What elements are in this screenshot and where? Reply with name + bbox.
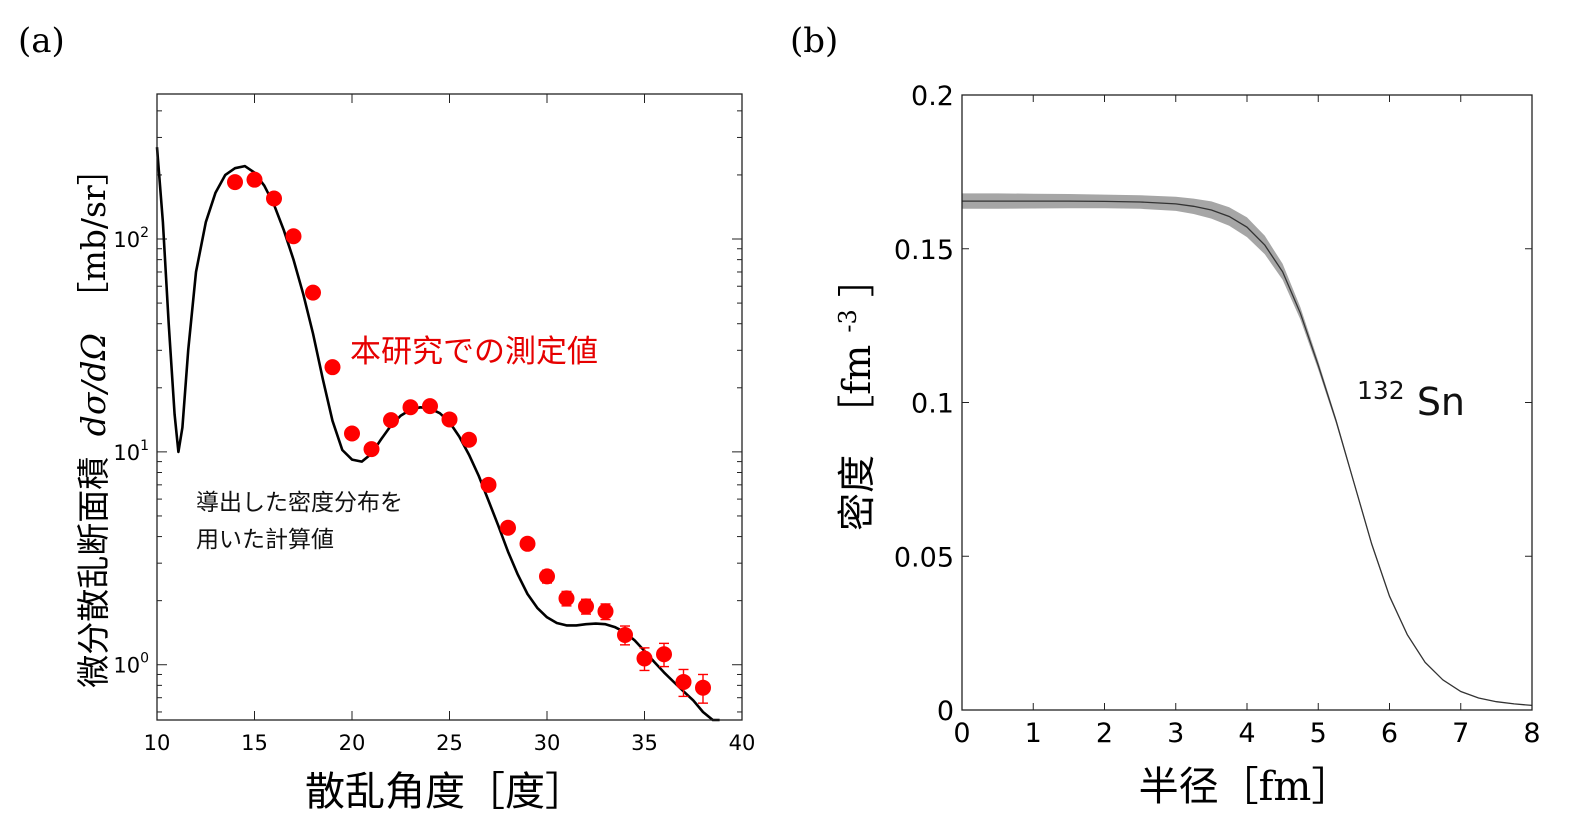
panel-a-measured-points-layer xyxy=(227,171,711,704)
a-data-point xyxy=(578,598,594,615)
a-y-tick-label: 100 xyxy=(113,651,149,678)
panel-a-y-title-symbol: dσ/dΩ xyxy=(74,333,113,436)
b-x-tick-label: 4 xyxy=(1238,718,1255,749)
a-data-point xyxy=(500,519,516,536)
a-data-point xyxy=(227,174,243,191)
panel-a-tick-labels: 10 15 20 25 30 35 40 100 101 102 xyxy=(113,225,755,755)
a-x-tick-label: 35 xyxy=(631,731,658,755)
panel-a-y-axis-title: 微分散乱断面積 dσ/dΩ ［mb/sr］ xyxy=(74,152,113,688)
panel-b-uncertainty-band-layer xyxy=(962,193,1532,706)
a-data-point xyxy=(539,568,555,585)
panel-a-label: (a) xyxy=(18,21,65,61)
a-data-point xyxy=(675,673,692,690)
a-data-point xyxy=(363,441,380,458)
b-y-tick-label: 0.05 xyxy=(894,542,954,573)
a-data-point xyxy=(480,476,497,493)
panel-a-calculated-annotation-line1: 導出した密度分布を xyxy=(196,490,403,516)
a-x-tick-label: 30 xyxy=(534,731,561,755)
panel-b-mass-number: 132 xyxy=(1357,376,1405,405)
b-y-tick-label: 0.2 xyxy=(911,81,954,112)
a-y-tick-label: 101 xyxy=(113,438,149,465)
panel-a-y-title-unit: ［mb/sr］ xyxy=(74,152,113,314)
b-x-tick-label: 6 xyxy=(1381,718,1398,749)
b-y-tick-label: 0.15 xyxy=(894,235,954,266)
panel-b-y-title-unit-suffix: ］ xyxy=(835,259,879,297)
b-density-line xyxy=(962,200,1533,707)
svg-text:密度 ［fm -3 ］: 密度 ［fm -3 ］ xyxy=(821,259,879,531)
a-data-point xyxy=(597,603,614,620)
panel-b-y-axis-title: 密度 ［fm -3 ］ xyxy=(821,259,879,531)
b-uncertainty-band xyxy=(962,193,1532,706)
a-data-point xyxy=(383,412,399,429)
a-data-point xyxy=(558,590,575,607)
a-data-point xyxy=(402,399,419,416)
b-x-tick-label: 1 xyxy=(1025,718,1042,749)
a-x-tick-label: 10 xyxy=(144,731,171,755)
b-x-tick-label: 0 xyxy=(953,718,970,749)
panel-b-x-axis-title: 半径［fm］ xyxy=(1139,764,1352,810)
panel-b-frame xyxy=(961,94,1533,711)
a-data-point xyxy=(695,679,711,696)
a-data-point xyxy=(422,398,438,415)
a-calculated-line xyxy=(155,147,720,722)
a-x-tick-label: 20 xyxy=(339,731,366,755)
panel-b-ticks xyxy=(961,94,1533,711)
b-x-tick-label: 8 xyxy=(1523,718,1540,749)
b-y-tick-label: 0.1 xyxy=(911,389,954,420)
panel-a-frame xyxy=(156,93,743,721)
a-data-point xyxy=(246,171,263,188)
a-data-point xyxy=(266,190,282,207)
a-data-point xyxy=(324,359,341,376)
b-x-tick-label: 7 xyxy=(1452,718,1469,749)
a-data-point xyxy=(305,284,321,301)
b-y-tick-label: 0 xyxy=(937,696,954,727)
panel-a-measured-annotation: 本研究での測定値 xyxy=(350,334,598,370)
panel-b-tick-labels: 0 1 2 3 4 5 6 7 8 0 0.05 0.1 0.15 0.2 xyxy=(894,81,1541,749)
panel-b-density-curve-layer xyxy=(962,200,1533,707)
a-data-point xyxy=(285,228,302,245)
panel-b-label: (b) xyxy=(790,21,838,61)
a-x-tick-label: 40 xyxy=(729,731,756,755)
b-x-tick-label: 5 xyxy=(1310,718,1327,749)
a-data-point xyxy=(344,425,360,442)
panel-a-calculated-curve-layer xyxy=(155,147,720,722)
panel-b-element-symbol: Sn xyxy=(1417,380,1465,424)
panel-b-nucleus-annotation: 132 Sn xyxy=(1357,364,1465,424)
panel-a-calculated-annotation-line2: 用いた計算値 xyxy=(196,527,334,553)
a-data-point xyxy=(636,650,653,667)
panel-a-x-axis-title: 散乱角度［度］ xyxy=(305,769,585,815)
a-data-point xyxy=(461,431,477,448)
a-data-point xyxy=(617,626,633,643)
panel-b-y-title-unit-exp: -3 xyxy=(834,309,862,332)
a-y-tick-label: 102 xyxy=(113,225,149,252)
b-x-tick-label: 2 xyxy=(1096,718,1113,749)
a-x-tick-label: 15 xyxy=(241,731,268,755)
b-x-tick-label: 3 xyxy=(1167,718,1184,749)
a-x-tick-label: 25 xyxy=(436,731,463,755)
panel-a-ticks xyxy=(156,94,743,720)
a-data-point xyxy=(441,411,458,428)
svg-text:微分散乱断面積 dσ/dΩ ［mb/: 微分散乱断面積 dσ/dΩ ［mb/sr］ xyxy=(74,152,113,688)
panel-b-y-title-jp: 密度 xyxy=(835,455,879,531)
panel-a-y-title-jp: 微分散乱断面積 xyxy=(74,457,113,688)
a-data-point xyxy=(519,535,536,552)
panel-b-y-title-unit-prefix: ［fm xyxy=(835,345,879,433)
a-data-point xyxy=(656,646,672,663)
